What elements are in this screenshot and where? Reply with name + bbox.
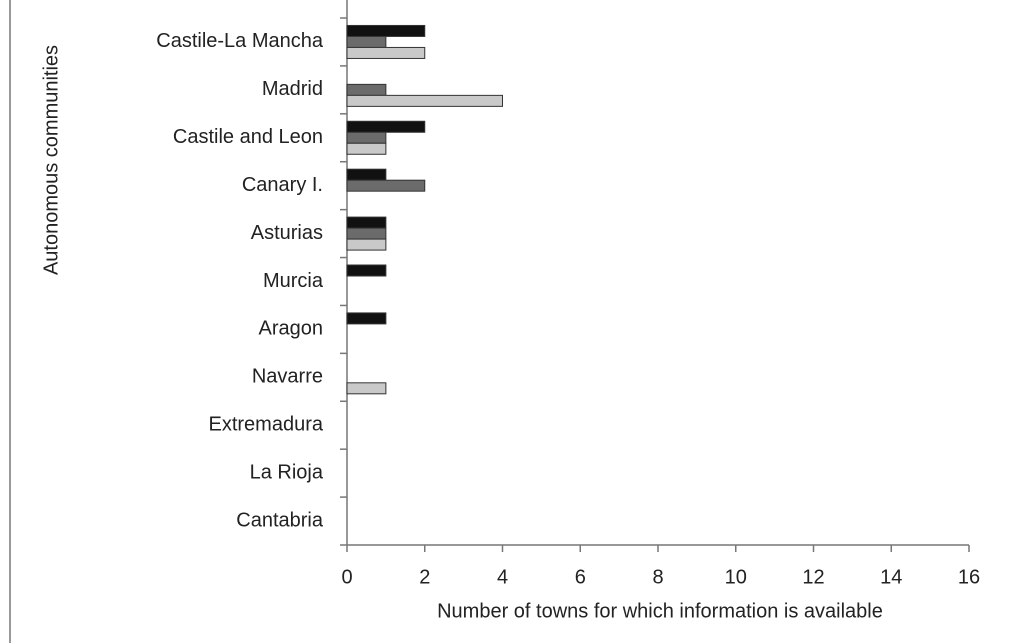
y-tick-label: La Rioja [250,461,324,483]
bar [346,131,387,144]
y-tick-label: Canary I. [242,174,323,196]
bar [346,227,387,240]
bar [346,216,387,229]
x-axis-title: Number of towns for which information is… [437,600,883,622]
bar [346,83,387,96]
x-tick-label: 0 [341,566,352,588]
bar [346,35,387,48]
y-tick-label: Extremadura [209,414,324,436]
bar [346,238,387,251]
bar [346,24,426,37]
y-tick-label: Castile-La Mancha [156,30,324,52]
x-tick-label: 10 [725,566,747,588]
y-tick-label: Cantabria [236,509,324,531]
x-tick-label: 14 [880,566,902,588]
y-tick-label: Asturias [251,222,323,244]
y-tick-label: Murcia [263,270,324,292]
x-tick-label: 4 [497,566,508,588]
bar [346,94,503,107]
bar [346,120,426,133]
y-tick-label: Aragon [259,318,324,340]
y-tick-label: Madrid [262,78,323,100]
x-tick-label: 12 [802,566,824,588]
bar [346,312,387,325]
bar [346,142,387,155]
bar [346,264,387,277]
y-axis-title: Autonomous communities [40,45,62,275]
bar [346,168,387,181]
y-tick-label: Navarre [252,366,323,388]
x-tick-label: 2 [419,566,430,588]
bar [346,179,426,192]
x-tick-label: 6 [575,566,586,588]
y-tick-label: Castile and Leon [173,126,323,148]
x-tick-label: 16 [958,566,980,588]
bar [346,382,387,395]
bar [346,46,426,59]
x-tick-label: 8 [652,566,663,588]
